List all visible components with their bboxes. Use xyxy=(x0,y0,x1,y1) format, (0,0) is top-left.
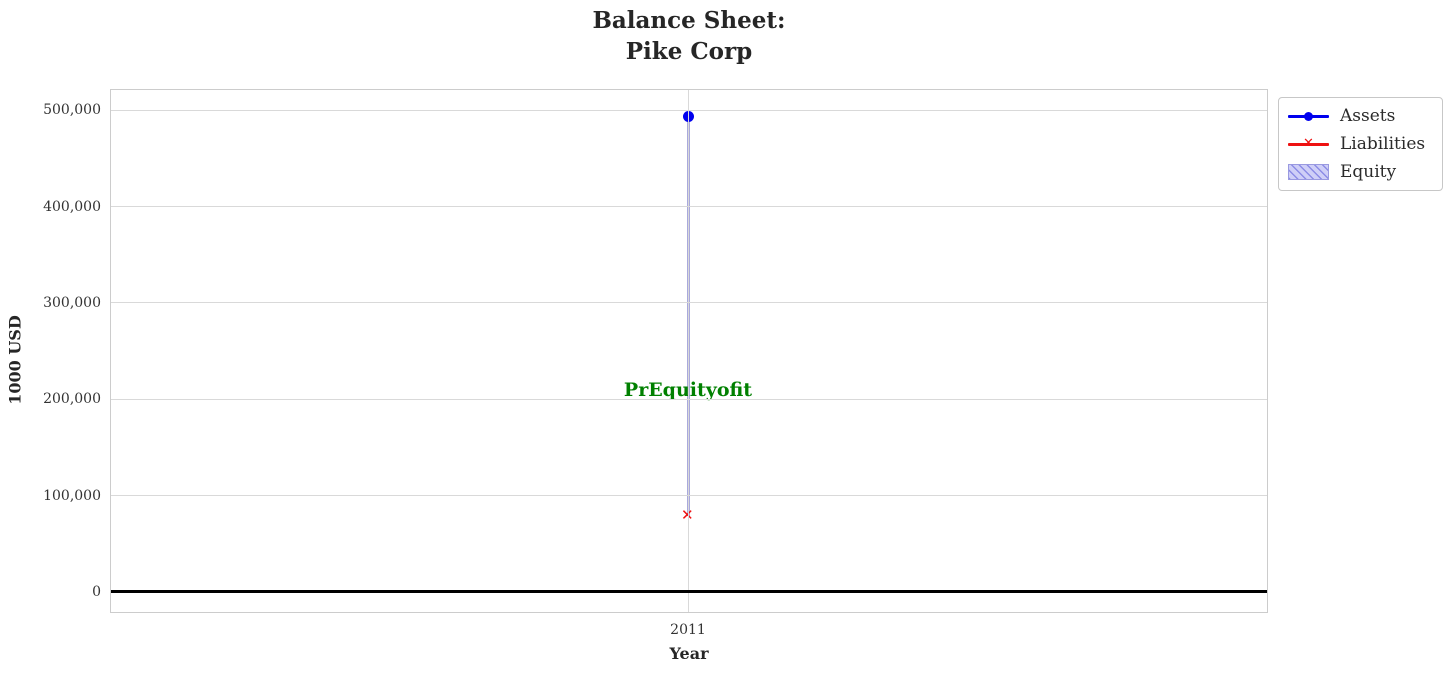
y-gridline xyxy=(111,302,1267,304)
legend-item-liabilities: ✕ Liabilities xyxy=(1288,130,1433,158)
y-gridline xyxy=(111,398,1267,400)
legend-item-assets: Assets xyxy=(1288,102,1433,130)
legend-label-equity: Equity xyxy=(1340,162,1397,182)
y-tick-label: 100,000 xyxy=(43,487,101,504)
zero-baseline xyxy=(111,590,1267,594)
legend-label-liabilities: Liabilities xyxy=(1340,134,1426,154)
assets-line-dot-icon xyxy=(1288,108,1329,124)
legend-item-equity: Equity xyxy=(1288,158,1433,186)
equity-hatched-patch-icon xyxy=(1288,164,1329,180)
y-tick-label: 300,000 xyxy=(43,294,101,311)
chart-title: Balance Sheet: Pike Corp xyxy=(592,7,786,65)
x-axis-label: Year xyxy=(669,644,709,663)
y-tick-label: 500,000 xyxy=(43,102,101,119)
legend: Assets ✕ Liabilities Equity xyxy=(1278,97,1443,191)
x-tick-label: 2011 xyxy=(670,622,706,638)
y-tick-label: 400,000 xyxy=(43,198,101,215)
plot-area: ✕ PrEquityofit 0100,000200,000300,000400… xyxy=(43,89,1268,638)
x-gridline xyxy=(687,90,689,612)
y-axis-label: 1000 USD xyxy=(5,315,25,405)
liabilities-line-x-icon: ✕ xyxy=(1288,136,1329,152)
y-gridline xyxy=(111,109,1267,111)
y-gridline xyxy=(111,206,1267,208)
liabilities-data-point: ✕ xyxy=(681,508,694,523)
y-tick-label: 0 xyxy=(92,583,101,600)
y-gridline xyxy=(111,495,1267,497)
legend-label-assets: Assets xyxy=(1340,106,1396,126)
y-tick-label: 200,000 xyxy=(43,391,101,408)
